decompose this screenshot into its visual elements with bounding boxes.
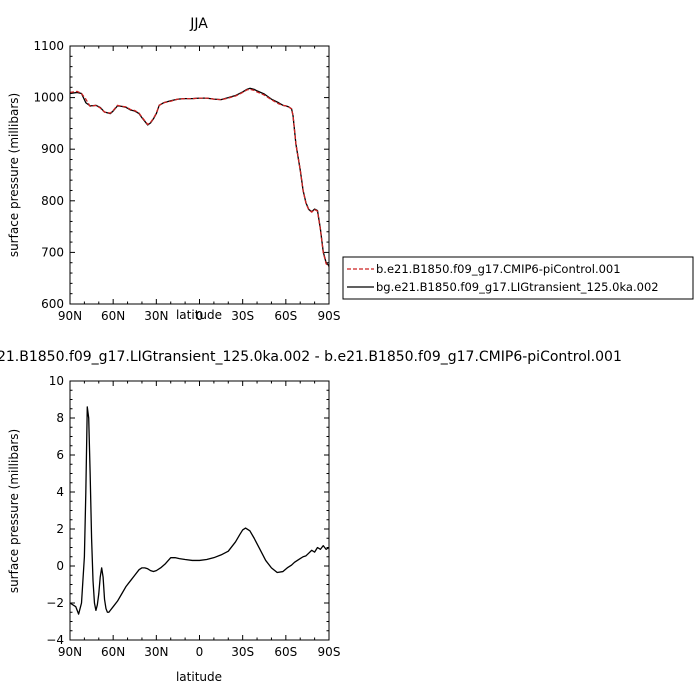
top-chart-ylabel: surface pressure (millibars) [7, 93, 21, 257]
bottom-ytick-label: −4 [46, 633, 64, 647]
bottom-chart-plot-frame [69, 380, 330, 641]
top-chart-ticks: 90N 60N 30N 0 30S 60S 90S 600 700 800 900 1000 1100 [33, 39, 340, 323]
top-ytick-label: 1000 [33, 91, 64, 105]
bottom-xtick-label: 90S [318, 645, 341, 659]
top-xtick-label: 0 [196, 309, 204, 323]
bottom-chart-ticks: 90N 60N 30N 0 30S 60S 90S −4 −2 0 2 4 6 8 10 [46, 374, 340, 659]
bottom-series-line-0 [69, 406, 330, 615]
top-chart-title: JJA [189, 16, 208, 32]
bottom-ytick-label: −2 [46, 596, 64, 610]
top-chart-series [69, 87, 330, 268]
top-ytick-label: 1100 [33, 39, 64, 53]
top-ytick-label: 900 [41, 142, 64, 156]
bottom-chart-xlabel: latitude [176, 670, 222, 684]
legend-box [342, 256, 694, 300]
top-xtick-label: 90N [58, 309, 82, 323]
bottom-ytick-label: 4 [56, 485, 64, 499]
bottom-chart-series [69, 406, 330, 615]
bottom-ytick-label: 2 [56, 522, 64, 536]
bottom-ytick-label: 8 [56, 411, 64, 425]
bottom-chart-ylabel: surface pressure (millibars) [7, 429, 21, 593]
legend-label-ligtransient: bg.e21.B1850.f09_g17.LIGtransient_125.0k… [376, 280, 659, 294]
bottom-xtick-label: 30N [144, 645, 168, 659]
top-chart-legend: b.e21.B1850.f09_g17.CMIP6-piControl.001 … [342, 256, 694, 300]
bottom-ytick-label: 0 [56, 559, 64, 573]
top-xtick-label: 30S [231, 309, 254, 323]
top-ytick-label: 800 [41, 194, 64, 208]
top-series-line-1 [69, 87, 330, 267]
legend-label-picontrol: b.e21.B1850.f09_g17.CMIP6-piControl.001 [376, 262, 621, 276]
bottom-xtick-label: 90N [58, 645, 82, 659]
top-chart-plot-frame [69, 45, 330, 305]
bottom-xtick-label: 60S [274, 645, 297, 659]
top-chart-xlabel: latitude [176, 308, 222, 322]
top-xtick-label: 60N [101, 309, 125, 323]
top-chart-panel: JJA 90N 60N 30N 0 30S 60S 90S 600 700 800 900 1000 1… [7, 16, 340, 323]
bottom-ytick-label: 10 [49, 374, 64, 388]
top-xtick-label: 60S [274, 309, 297, 323]
bottom-xtick-label: 60N [101, 645, 125, 659]
top-series-line-0 [69, 88, 330, 268]
bottom-xtick-label: 0 [196, 645, 204, 659]
bottom-ytick-label: 6 [56, 448, 64, 462]
bottom-chart-title: bg.e21.B1850.f09_g17.LIGtransient_125.0k… [0, 349, 622, 365]
top-xtick-label: 90S [318, 309, 341, 323]
top-xtick-label: 30N [144, 309, 168, 323]
top-ytick-label: 600 [41, 297, 64, 311]
top-ytick-label: 700 [41, 245, 64, 259]
bottom-xtick-label: 30S [231, 645, 254, 659]
bottom-chart-panel: bg.e21.B1850.f09_g17.LIGtransient_125.0k… [0, 349, 622, 684]
